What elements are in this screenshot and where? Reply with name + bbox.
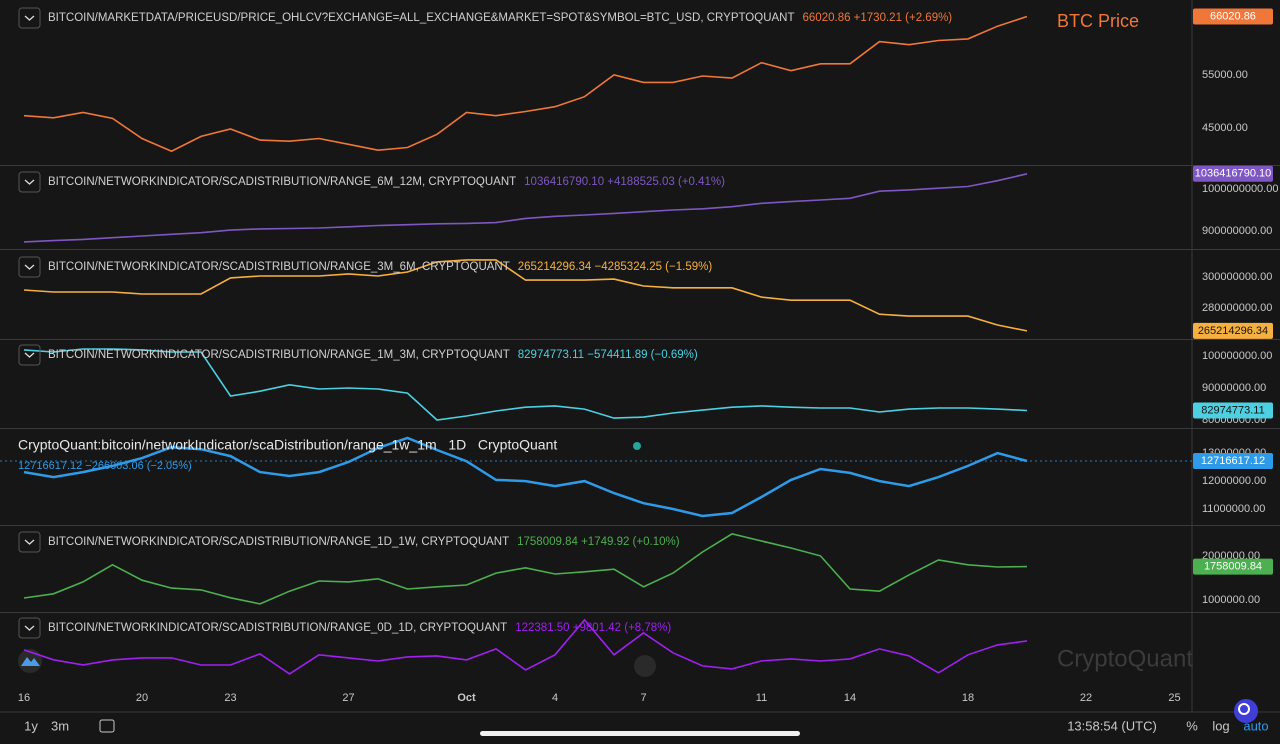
pane-title: BITCOIN/NETWORKINDICATOR/SCADISTRIBUTION… [48, 349, 510, 361]
collapse-button[interactable] [18, 171, 41, 193]
y-tick-label: 12000000.00 [1202, 475, 1266, 487]
x-tick-label: 11 [756, 692, 767, 704]
pane-header: BITCOIN/NETWORKINDICATOR/SCADISTRIBUTION… [48, 349, 698, 361]
range-button[interactable]: 1y [24, 718, 38, 733]
last-value-badge [1193, 453, 1273, 470]
x-tick-label: 20 [136, 692, 148, 704]
legend-values: 265214296.34 −4285324.25 (−1.59%) [518, 261, 713, 273]
home-indicator [480, 731, 800, 736]
collapse-button[interactable] [18, 256, 41, 278]
pane-title: BITCOIN/MARKETDATA/PRICEUSD/PRICE_OHLCV?… [48, 12, 795, 24]
series-line [23, 618, 1028, 675]
y-tick-label: 280000000.00 [1202, 302, 1272, 314]
reset-button[interactable] [634, 655, 656, 677]
last-value-badge [1193, 558, 1273, 575]
legend-values: 12716617.12 −266003.06 (−2.05%) [18, 460, 192, 472]
x-tick-label: 7 [640, 692, 646, 704]
series-line [23, 533, 1028, 605]
collapse-button[interactable] [18, 344, 41, 366]
last-value-label: 66020.86 [1210, 10, 1256, 22]
x-tick-label: 18 [962, 692, 974, 704]
x-tick-label: 23 [224, 692, 236, 704]
legend-values: 1758009.84 +1749.92 (+0.10%) [517, 536, 680, 548]
collapse-icon [24, 625, 35, 631]
collapse-button[interactable] [18, 531, 41, 553]
range-button[interactable]: 3m [51, 718, 69, 733]
collapse-icon [24, 264, 35, 270]
last-value-badge [1193, 8, 1273, 25]
pane-header: BITCOIN/NETWORKINDICATOR/SCADISTRIBUTION… [48, 176, 725, 188]
last-value-badge [1193, 402, 1273, 419]
x-tick-label: 22 [1080, 692, 1092, 704]
y-tick-label: 55000.00 [1202, 69, 1248, 81]
search-icon [1238, 703, 1250, 715]
x-tick-label: 4 [552, 692, 558, 704]
x-tick-label: Oct [457, 692, 476, 704]
collapse-icon [24, 539, 35, 545]
pane-title: BITCOIN/NETWORKINDICATOR/SCADISTRIBUTION… [48, 536, 509, 548]
pane-header: BITCOIN/MARKETDATA/PRICEUSD/PRICE_OHLCV?… [48, 12, 952, 24]
legend-values: 1036416790.10 +4188525.03 (+0.41%) [524, 176, 725, 188]
pane-header: BITCOIN/NETWORKINDICATOR/SCADISTRIBUTION… [48, 536, 680, 548]
y-tick-label: 45000.00 [1202, 122, 1248, 134]
x-tick-label: 27 [342, 692, 354, 704]
legend-values: 66020.86 +1730.21 (+2.69%) [803, 12, 953, 24]
pane-header: BITCOIN/NETWORKINDICATOR/SCADISTRIBUTION… [48, 261, 712, 273]
collapse-icon [24, 15, 35, 21]
series-line [23, 259, 1028, 332]
series-line [23, 173, 1028, 243]
y-tick-label: 11000000.00 [1202, 503, 1265, 515]
collapse-icon [24, 352, 35, 358]
last-value-badge [1193, 165, 1273, 182]
pane-title: CryptoQuant:bitcoin/networkIndicator/sca… [18, 437, 557, 453]
date-range-icon[interactable] [99, 719, 115, 733]
last-value-label: 265214296.34 [1198, 325, 1268, 337]
y-tick-label: 100000000.00 [1202, 350, 1272, 362]
legend-values: 82974773.11 −574411.89 (−0.69%) [518, 349, 698, 361]
log-toggle[interactable]: log [1212, 718, 1229, 733]
clock: 13:58:54 (UTC) [1067, 718, 1157, 733]
pane-header: BITCOIN/NETWORKINDICATOR/SCADISTRIBUTION… [48, 622, 671, 634]
percent-toggle[interactable]: % [1186, 718, 1198, 733]
series-line [23, 15, 1028, 153]
collapse-icon [24, 179, 35, 185]
series-line [23, 348, 1028, 421]
x-tick-label: 14 [844, 692, 856, 704]
logo-mark [21, 657, 40, 666]
legend-values: 122381.50 +9801.42 (+8.78%) [515, 622, 671, 634]
collapse-button[interactable] [18, 7, 41, 29]
pane-title: BITCOIN/NETWORKINDICATOR/SCADISTRIBUTION… [48, 176, 516, 188]
status-dot [633, 442, 641, 450]
x-tick-label: 25 [1168, 692, 1180, 704]
x-tick-label: 16 [18, 692, 30, 704]
pane-title: BITCOIN/NETWORKINDICATOR/SCADISTRIBUTION… [48, 622, 507, 634]
annotation: BTC Price [1057, 11, 1139, 31]
collapse-button[interactable] [18, 617, 41, 639]
y-tick-label: 1000000000.00 [1202, 183, 1278, 195]
last-value-label: 82974773.11 [1201, 404, 1264, 416]
y-tick-label: 1000000.00 [1202, 594, 1260, 606]
series-line [23, 436, 1028, 518]
pane-title: BITCOIN/NETWORKINDICATOR/SCADISTRIBUTION… [48, 261, 510, 273]
last-value-label: 1036416790.10 [1195, 168, 1271, 180]
y-tick-label: 300000000.00 [1202, 271, 1272, 283]
last-value-label: 1758009.84 [1204, 561, 1262, 573]
search-button[interactable] [1234, 699, 1258, 723]
last-value-badge [1193, 322, 1273, 339]
y-tick-label: 90000000.00 [1202, 382, 1266, 394]
watermark: CryptoQuant [1057, 645, 1193, 672]
y-tick-label: 900000000.00 [1202, 225, 1272, 237]
last-value-label: 12716617.12 [1201, 455, 1265, 467]
